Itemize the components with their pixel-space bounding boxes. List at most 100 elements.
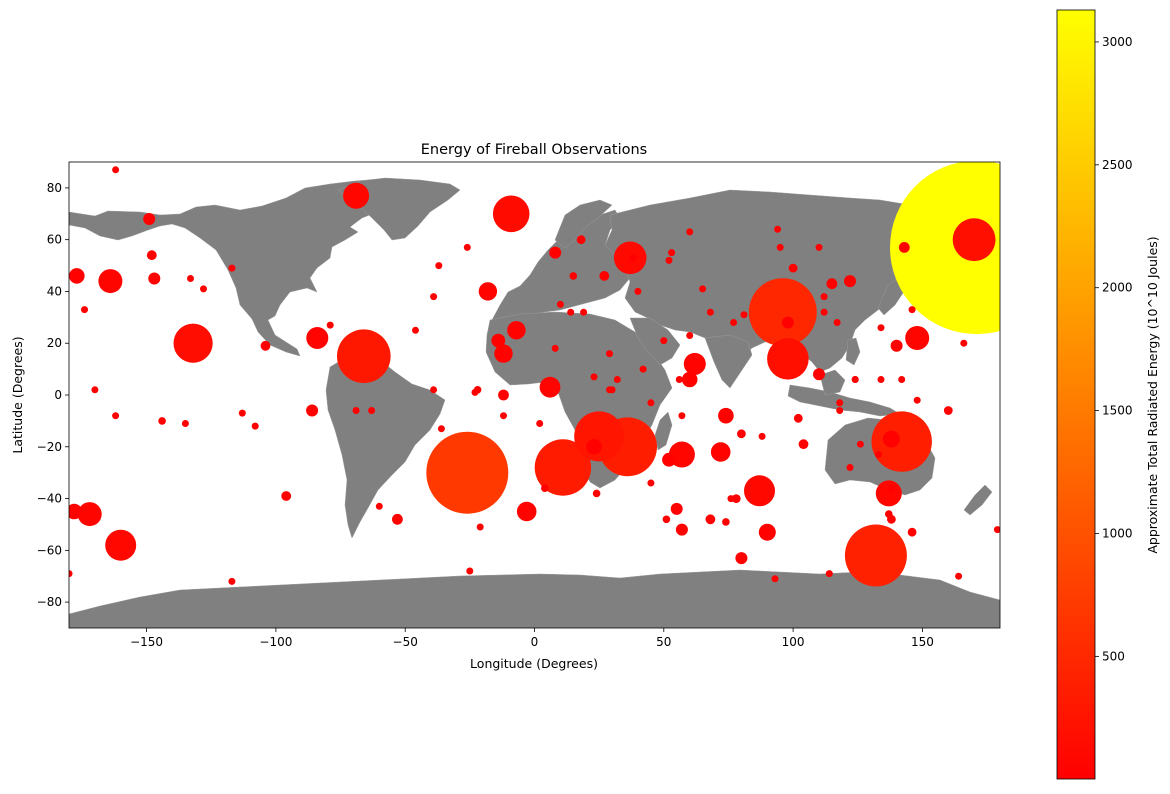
fireball-point [181, 420, 189, 427]
fireball-point [375, 502, 383, 510]
x-tick-label: −100 [259, 635, 292, 649]
land-scandinavia [554, 199, 613, 249]
fireball-point [813, 368, 825, 381]
fireball-point [606, 350, 613, 358]
fireball-point [898, 242, 910, 253]
y-axis-ticks: −80 −60 −40 −20 0 20 40 60 80 [37, 181, 69, 609]
fireball-point [639, 365, 647, 373]
fireball-point [820, 308, 828, 316]
fireball-point [569, 272, 578, 280]
fireball-point [629, 254, 637, 262]
fireball-point [877, 324, 885, 332]
fireball-point [871, 411, 932, 472]
fireball-point [608, 386, 616, 394]
colorbar-tick-label: 3000 [1102, 35, 1133, 49]
fireball-point [833, 319, 841, 326]
fireball-point [952, 218, 996, 262]
y-tick-label: 20 [47, 336, 62, 350]
fireball-point [907, 527, 917, 537]
fireball-point [710, 442, 731, 462]
fireball-point [660, 337, 668, 345]
fireball-point [826, 278, 838, 290]
x-tick-label: 0 [531, 635, 539, 649]
y-tick-label: 80 [47, 181, 62, 195]
fireball-point [69, 503, 82, 520]
fireball-point [228, 264, 236, 272]
fireball-point [306, 327, 329, 349]
fireball-point [98, 269, 123, 294]
fireball-point [647, 479, 655, 487]
fireball-point [898, 376, 906, 383]
y-tick-label: −60 [37, 543, 62, 557]
y-tick-label: 60 [47, 233, 62, 247]
fireball-point [820, 293, 828, 301]
fireball-point [908, 306, 916, 314]
fireball-point [905, 326, 930, 350]
fireball-point [686, 332, 694, 339]
fireball-point [112, 166, 120, 174]
fireball-point [737, 429, 746, 439]
fireball-point [148, 272, 161, 285]
fireball-point [516, 501, 537, 522]
x-axis-label: Longitude (Degrees) [470, 656, 598, 671]
fireball-point [478, 282, 498, 301]
fireball-point [875, 480, 902, 507]
land-philippines [845, 337, 861, 366]
fireball-point [890, 162, 1000, 335]
fireball-point [943, 406, 953, 415]
fireball-point [788, 263, 798, 273]
fireball-point [767, 338, 809, 380]
x-tick-label: 50 [656, 635, 671, 649]
x-tick-label: 150 [911, 635, 934, 649]
fireball-point [466, 567, 474, 575]
fireball-point [343, 182, 370, 209]
fireball-point [158, 417, 166, 425]
y-tick-label: 0 [54, 388, 62, 402]
fireball-point [576, 235, 586, 245]
fireball-point [662, 452, 676, 467]
fireball-point [551, 344, 559, 352]
fireball-point [507, 321, 526, 340]
fireball-point [498, 389, 509, 401]
fireball-point [758, 432, 766, 440]
fireball-point [251, 422, 259, 430]
fireball-point [890, 339, 903, 352]
fireball-point [675, 523, 688, 536]
fireball-point [494, 344, 513, 363]
fireball-point [844, 524, 907, 587]
fireball-point [730, 319, 738, 326]
colorbar-ticks: 500 1000 1500 2000 2500 3000 [1095, 35, 1133, 663]
fireball-point [722, 518, 730, 526]
fireball-points [69, 162, 1000, 587]
fireball-point [825, 570, 833, 578]
fireball-point [430, 293, 438, 301]
fireball-point [81, 306, 88, 314]
fireball-point [392, 513, 403, 525]
fireball-point [798, 439, 809, 450]
fireball-point [146, 250, 157, 261]
fireball-point [112, 412, 120, 420]
fireball-point [105, 529, 137, 561]
fireball-point [430, 386, 438, 394]
fireball-point [887, 484, 895, 492]
land-north-america [69, 178, 416, 357]
fireball-point [662, 515, 671, 524]
fireball-point [77, 502, 102, 527]
fireball-point [844, 275, 856, 288]
y-tick-label: 40 [47, 284, 62, 298]
fireball-point [352, 407, 360, 414]
colorbar [1056, 9, 1096, 780]
fireball-point [681, 371, 698, 388]
x-tick-label: 100 [782, 635, 805, 649]
fireball-point [686, 228, 694, 236]
fireball-point [592, 489, 601, 498]
x-tick-label: −150 [130, 635, 163, 649]
land-south-america [325, 355, 446, 539]
fireball-point [463, 243, 471, 251]
chart-title: Energy of Fireball Observations [421, 142, 647, 158]
fireball-point [539, 376, 561, 398]
fireball-point [781, 316, 794, 329]
fireball-point [836, 407, 844, 414]
land-madagascar [654, 411, 673, 451]
fireball-point [541, 484, 549, 493]
